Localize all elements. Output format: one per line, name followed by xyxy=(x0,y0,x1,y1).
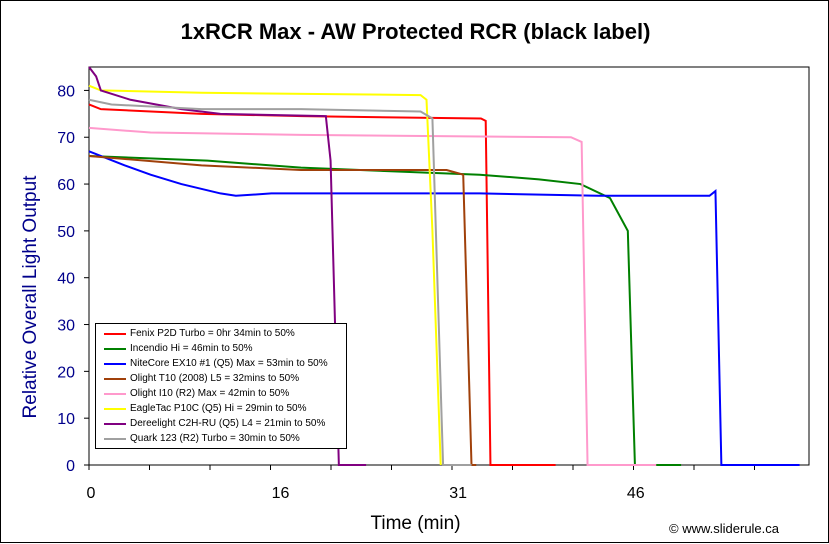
legend-item: Quark 123 (R2) Turbo = 30min to 50% xyxy=(96,431,346,446)
chart-title: 1xRCR Max - AW Protected RCR (black labe… xyxy=(180,19,651,44)
x-tick-label: 31 xyxy=(449,485,467,502)
legend-swatch xyxy=(104,377,126,380)
series-line xyxy=(88,98,472,466)
x-tick-label: 16 xyxy=(272,485,290,502)
series-line xyxy=(88,126,657,466)
y-tick-label: 30 xyxy=(57,318,75,335)
legend-label: Olight I10 (R2) Max = 42min to 50% xyxy=(130,388,290,399)
series-line xyxy=(88,154,682,466)
legend-swatch xyxy=(104,362,126,365)
x-axis-label: Time (min) xyxy=(370,513,461,534)
series-line xyxy=(88,150,800,466)
legend-swatch xyxy=(104,422,126,425)
legend-label: Dereelight C2H-RU (Q5) L4 = 21min to 50% xyxy=(130,418,326,429)
y-tick-label: 20 xyxy=(57,364,75,381)
y-tick-label: 60 xyxy=(57,177,75,194)
legend-item: Olight T10 (2008) L5 = 32mins to 50% xyxy=(96,371,346,386)
legend-item: Olight I10 (R2) Max = 42min to 50% xyxy=(96,386,346,401)
legend-swatch xyxy=(104,392,126,395)
legend-item: NiteCore EX10 #1 (Q5) Max = 53min to 50% xyxy=(96,356,346,371)
legend-label: EagleTac P10C (Q5) Hi = 29min to 50% xyxy=(130,403,307,414)
legend-label: Fenix P2D Turbo = 0hr 34min to 50% xyxy=(130,328,295,339)
x-tick-label: 46 xyxy=(627,485,645,502)
credit-text: © www.sliderule.ca xyxy=(669,521,780,536)
legend: Fenix P2D Turbo = 0hr 34min to 50% Incend… xyxy=(95,323,347,449)
legend-swatch xyxy=(104,332,126,335)
legend-swatch xyxy=(104,407,126,410)
y-tick-label: 0 xyxy=(66,458,75,475)
y-tick-label: 70 xyxy=(57,130,75,147)
legend-item: EagleTac P10C (Q5) Hi = 29min to 50% xyxy=(96,401,346,416)
legend-item: Dereelight C2H-RU (Q5) L4 = 21min to 50% xyxy=(96,416,346,431)
legend-label: Olight T10 (2008) L5 = 32mins to 50% xyxy=(130,373,300,384)
series-line xyxy=(88,103,556,466)
y-tick-label: 80 xyxy=(57,83,75,100)
legend-item: Fenix P2D Turbo = 0hr 34min to 50% xyxy=(96,326,346,341)
x-tick-label: 0 xyxy=(87,485,96,502)
y-tick-label: 10 xyxy=(57,411,75,428)
y-tick-label: 50 xyxy=(57,224,75,241)
legend-swatch xyxy=(104,437,126,440)
legend-label: Quark 123 (R2) Turbo = 30min to 50% xyxy=(130,433,300,444)
legend-label: Incendio Hi = 46min to 50% xyxy=(130,343,253,354)
legend-label: NiteCore EX10 #1 (Q5) Max = 53min to 50% xyxy=(130,358,328,369)
legend-item: Incendio Hi = 46min to 50% xyxy=(96,341,346,356)
legend-swatch xyxy=(104,347,126,350)
y-tick-label: 40 xyxy=(57,271,75,288)
series-line xyxy=(88,66,367,466)
